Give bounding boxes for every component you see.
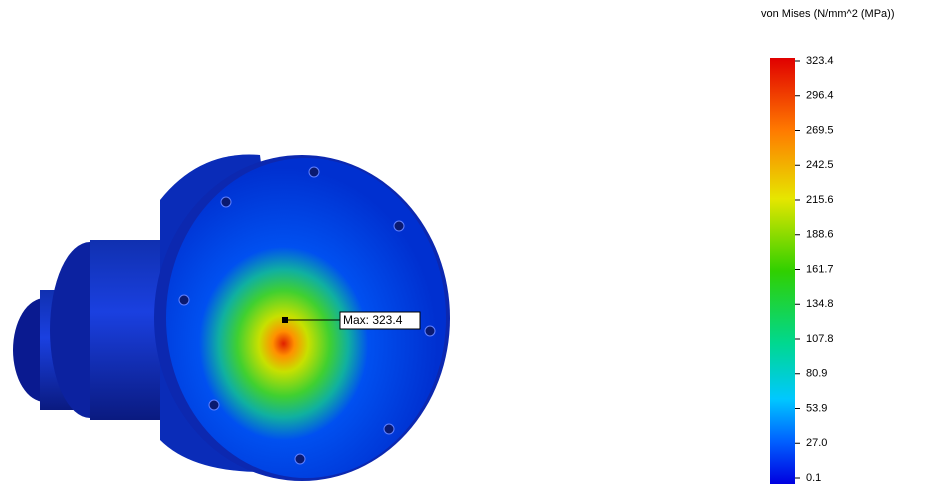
tick-label: 161.7 — [806, 263, 834, 275]
result-view: Max: 323.4 von Mises (N/mm^2 (MPa)) 323.… — [0, 0, 937, 486]
tick-label: 215.6 — [806, 194, 834, 206]
tick-label: 53.9 — [806, 402, 827, 414]
legend-ticks: 323.4 296.4 269.5 242.5 215.6 188.6 161.7 134.8… — [795, 55, 834, 484]
viewport: Max: 323.4 von Mises (N/mm^2 (MPa)) 323.… — [0, 0, 937, 486]
model: Max: 323.4 — [13, 155, 450, 481]
color-bar — [770, 58, 795, 484]
tick-label: 80.9 — [806, 368, 827, 380]
tick-label: 27.0 — [806, 437, 827, 449]
legend-title: von Mises (N/mm^2 (MPa)) — [761, 8, 895, 20]
max-marker — [282, 317, 288, 323]
annotation: Max: 323.4 — [343, 313, 403, 327]
tick-label: 134.8 — [806, 298, 834, 310]
tick-label: 107.8 — [806, 333, 834, 345]
tick-label: 269.5 — [806, 124, 834, 136]
tick-label: 242.5 — [806, 159, 834, 171]
tick-label: 188.6 — [806, 229, 834, 241]
tick-label: 296.4 — [806, 90, 834, 102]
tick-label: 0.1 — [806, 472, 821, 484]
tick-label: 323.4 — [806, 55, 834, 67]
